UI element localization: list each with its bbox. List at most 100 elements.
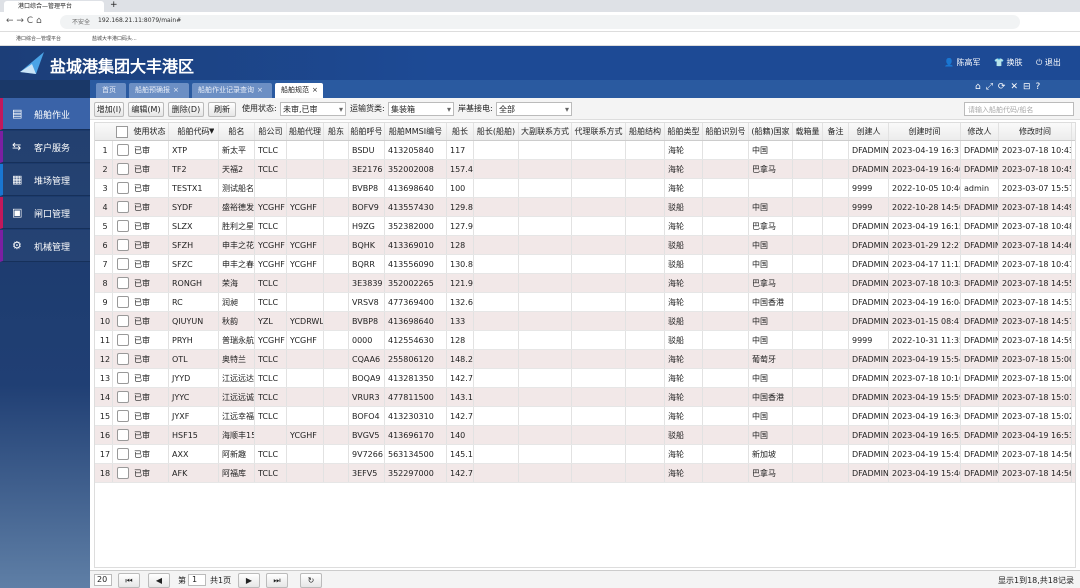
tab[interactable]: 船舶规范 × [275, 83, 323, 98]
table-cell [793, 179, 823, 197]
row-checkbox[interactable] [117, 220, 129, 232]
sidebar-item[interactable]: ⇆ 客户服务 [0, 131, 90, 163]
table-row[interactable]: 8 已审 RONGH 荣海 TCLC 3E3839 352002265 121.9 海轮 巴拿马 D… [95, 274, 1075, 293]
table-row[interactable]: 5 已审 SLZX 胜利之星 TCLC H9ZG 352382000 127.9 海轮 巴拿马 DF… [95, 217, 1075, 236]
browser-tab[interactable]: 港口综合—管理平台 [4, 1, 104, 12]
column-header[interactable]: 修改人 [961, 123, 999, 140]
column-header[interactable]: 大副联系方式 [519, 123, 572, 140]
column-header[interactable]: 船东 [324, 123, 349, 140]
column-header[interactable]: 船舶代理 [287, 123, 324, 140]
table-row[interactable]: 16 已审 HSF15 海顺丰15 YCGHF BVGV5 413696170 140 驳船 中国… [95, 426, 1075, 445]
bookmark[interactable]: 盐城大丰港口码头... [92, 36, 137, 42]
new-tab[interactable]: + [110, 0, 118, 10]
column-header[interactable]: 船公司 [255, 123, 287, 140]
tab-tools[interactable]: ⌂⤢⟳✕⊟? [975, 82, 1046, 92]
toolbar-button[interactable]: 删除(D) [168, 102, 204, 117]
table-row[interactable]: 18 已审 AFK 阿福库 TCLC 3EFV5 352297000 142.7 海轮 巴拿马 DF… [95, 464, 1075, 483]
refresh-page[interactable]: ↻ [300, 573, 322, 588]
tab-close[interactable]: × [257, 86, 263, 94]
nav-buttons[interactable]: ← → C ⌂ [6, 16, 42, 26]
column-header[interactable]: 船长(船舶) [474, 123, 519, 140]
column-header[interactable]: 代理联系方式 [572, 123, 626, 140]
table-row[interactable]: 11 已审 PRYH 普瑞永航 YCGHF YCGHF 0000 412554630 128 驳船… [95, 331, 1075, 350]
logout-button[interactable]: ⏻ 退出 [1036, 58, 1061, 67]
column-header[interactable]: 创建人 [849, 123, 889, 140]
filter-select[interactable]: 未审,已审 ▾ [280, 102, 346, 116]
row-checkbox[interactable] [117, 391, 129, 403]
column-header[interactable]: 船舶类型 [665, 123, 703, 140]
table-cell [572, 407, 626, 425]
row-checkbox[interactable] [117, 315, 129, 327]
tab[interactable]: 船舶作业记录查询 × [192, 83, 272, 98]
first-page[interactable]: ⏮ [118, 573, 140, 588]
row-checkbox[interactable] [117, 334, 129, 346]
row-checkbox[interactable] [117, 277, 129, 289]
table-row[interactable]: 10 已审 QIUYUN 秋韵 YZL YCDRWL BVBP8 413698640 133 驳船… [95, 312, 1075, 331]
row-checkbox[interactable] [117, 144, 129, 156]
table-row[interactable]: 6 已审 SFZH 申丰之花 YCGHF YCGHF BQHK 413369010 128 驳船中… [95, 236, 1075, 255]
column-header[interactable]: 船舶识别号 [703, 123, 749, 140]
row-checkbox[interactable] [117, 448, 129, 460]
page-input[interactable]: 1 [188, 574, 206, 586]
column-header[interactable]: 船舶代码 [169, 123, 219, 140]
table-row[interactable]: 1 已审 XTP 新太平 TCLC BSDU 413205840 117 海轮 中国 DFADMIN… [95, 141, 1075, 160]
table-row[interactable]: 7 已审 SFZC 申丰之春 YCGHF YCGHF BQRR 413556090 130.8 驳… [95, 255, 1075, 274]
skin-button[interactable]: 👕 换肤 [994, 58, 1023, 67]
row-checkbox[interactable] [117, 258, 129, 270]
address-bar[interactable]: 不安全 192.168.21.11:8079/main# [60, 15, 1020, 29]
sidebar-item[interactable]: ▤ 船舶作业 [0, 98, 90, 130]
row-checkbox[interactable] [117, 163, 129, 175]
column-header[interactable]: 创建时间 [889, 123, 961, 140]
toolbar-button[interactable]: 编辑(M) [128, 102, 164, 117]
row-checkbox[interactable] [117, 201, 129, 213]
page-size[interactable]: 20 [94, 574, 112, 586]
last-page[interactable]: ⏭ [266, 573, 288, 588]
table-row[interactable]: 4 已审 SYDF 盛裕德发 YCGHF YCGHF BOFV9 413557430 129.8… [95, 198, 1075, 217]
filter-label: 岸基接电: [458, 104, 493, 113]
bookmark[interactable]: 港口综合—管理平台 [16, 36, 62, 42]
tab-close[interactable]: × [173, 86, 179, 94]
row-checkbox[interactable] [117, 410, 129, 422]
column-header[interactable]: 备注 [823, 123, 849, 140]
row-checkbox[interactable] [117, 353, 129, 365]
header-checkbox[interactable] [116, 126, 128, 138]
row-checkbox[interactable] [117, 296, 129, 308]
column-header[interactable]: 船名 [219, 123, 255, 140]
row-checkbox[interactable] [117, 467, 129, 479]
column-header[interactable]: 船长 [447, 123, 474, 140]
column-header[interactable]: 船舶结构 [626, 123, 665, 140]
column-header[interactable]: 载箱量 [793, 123, 823, 140]
sidebar-item[interactable]: ▦ 堆场管理 [0, 164, 90, 196]
filter-select[interactable]: 全部 ▾ [496, 102, 572, 116]
column-header[interactable]: 使用状态 [131, 123, 169, 140]
table-row[interactable]: 15 已审 JYXF 江远幸福 TCLC BOFO4 413230310 142.7 海轮 中国 D… [95, 407, 1075, 426]
table-row[interactable]: 3 已审 TESTX1 测试船名 BVBP8 413698640 100 海轮 9999 2022… [95, 179, 1075, 198]
filter-select[interactable]: 集装箱 ▾ [388, 102, 454, 116]
table-row[interactable]: 12 已审 OTL 奥特兰 TCLC CQAA6 255806120 148.2 海轮 葡萄牙 DF… [95, 350, 1075, 369]
column-header[interactable]: 修改时间 [999, 123, 1072, 140]
prev-page[interactable]: ◀ [148, 573, 170, 588]
search-input[interactable]: 请输入船舶代码/船名 [964, 102, 1074, 116]
column-header[interactable]: (船籍)国家 [749, 123, 793, 140]
toolbar-button[interactable]: 增加(I) [94, 102, 124, 117]
tab[interactable]: 首页 [96, 83, 126, 98]
sidebar-item[interactable]: ⚙ 机械管理 [0, 230, 90, 262]
table-row[interactable]: 13 已审 JYYD 江远远达 TCLC BOQA9 413281350 142.7 海轮 中国 D… [95, 369, 1075, 388]
table-cell [793, 426, 823, 444]
column-header[interactable]: 船舶呼号 [349, 123, 385, 140]
row-checkbox[interactable] [117, 182, 129, 194]
user-name[interactable]: 👤 陈高军 [944, 58, 981, 67]
tab-close[interactable]: × [312, 86, 318, 94]
row-checkbox[interactable] [117, 239, 129, 251]
next-page[interactable]: ▶ [238, 573, 260, 588]
row-checkbox[interactable] [117, 429, 129, 441]
column-header[interactable]: 船舶MMSI编号 [385, 123, 447, 140]
row-checkbox[interactable] [117, 372, 129, 384]
toolbar-button[interactable]: 刷新 [208, 102, 236, 117]
sidebar-item[interactable]: ▣ 闸口管理 [0, 197, 90, 229]
tab[interactable]: 船舶预确报 × [129, 83, 189, 98]
